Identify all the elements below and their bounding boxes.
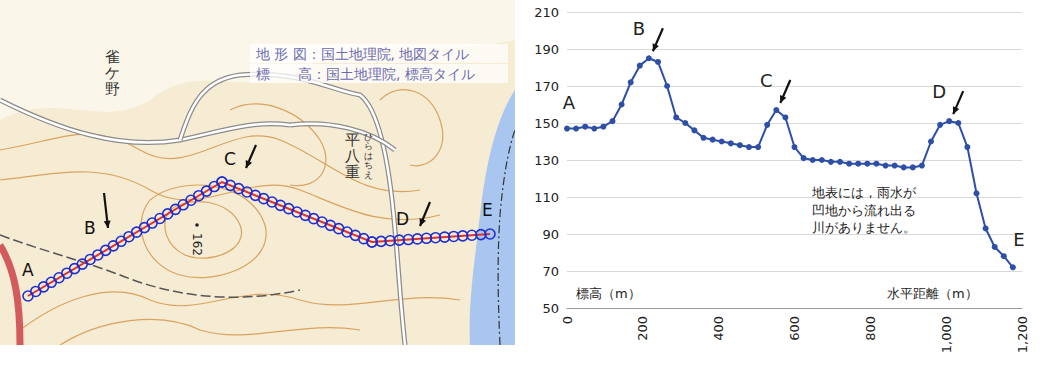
svg-text:C: C (760, 70, 773, 91)
svg-text:90: 90 (542, 227, 559, 242)
svg-text:標高（m）: 標高（m） (576, 286, 641, 301)
svg-text:162: 162 (190, 233, 204, 256)
svg-text:凹地から流れ出る: 凹地から流れ出る (812, 203, 916, 218)
svg-text:400: 400 (711, 316, 726, 341)
svg-text:1,000: 1,000 (939, 316, 954, 353)
svg-text:210: 210 (534, 5, 559, 20)
svg-text:1,200: 1,200 (1015, 316, 1030, 353)
svg-text:C: C (224, 149, 236, 169)
svg-text:標 高：国土地理院, 標高タイル: 標 高：国土地理院, 標高タイル (256, 66, 475, 82)
svg-text:130: 130 (534, 153, 559, 168)
svg-text:平八重: 平八重 (345, 131, 360, 181)
svg-text:110: 110 (534, 190, 559, 205)
svg-text:A: A (22, 260, 34, 280)
svg-text:B: B (633, 18, 645, 39)
svg-text:190: 190 (534, 42, 559, 57)
svg-text:70: 70 (542, 264, 559, 279)
svg-text:雀ケ野: 雀ケ野 (105, 48, 120, 98)
svg-text:170: 170 (534, 79, 559, 94)
svg-text:川がありません。: 川がありません。 (812, 220, 916, 235)
svg-text:0: 0 (560, 316, 575, 324)
svg-text:200: 200 (635, 316, 650, 341)
svg-text:地 形 図：国土地理院, 地図タイル: 地 形 図：国土地理院, 地図タイル (255, 46, 469, 62)
svg-text:ひらはちえ: ひらはちえ (364, 132, 373, 180)
svg-text:E: E (482, 200, 493, 220)
svg-text:水平距離（m）: 水平距離（m） (887, 286, 978, 301)
svg-text:D: D (396, 209, 409, 229)
svg-text:D: D (932, 81, 946, 102)
svg-text:600: 600 (787, 316, 802, 341)
svg-text:150: 150 (534, 116, 559, 131)
svg-text:800: 800 (863, 316, 878, 341)
svg-text:50: 50 (542, 301, 559, 316)
svg-text:地表には，雨水が: 地表には，雨水が (811, 185, 917, 200)
svg-text:E: E (1013, 229, 1024, 250)
svg-text:B: B (84, 218, 96, 238)
svg-text:A: A (563, 92, 576, 113)
